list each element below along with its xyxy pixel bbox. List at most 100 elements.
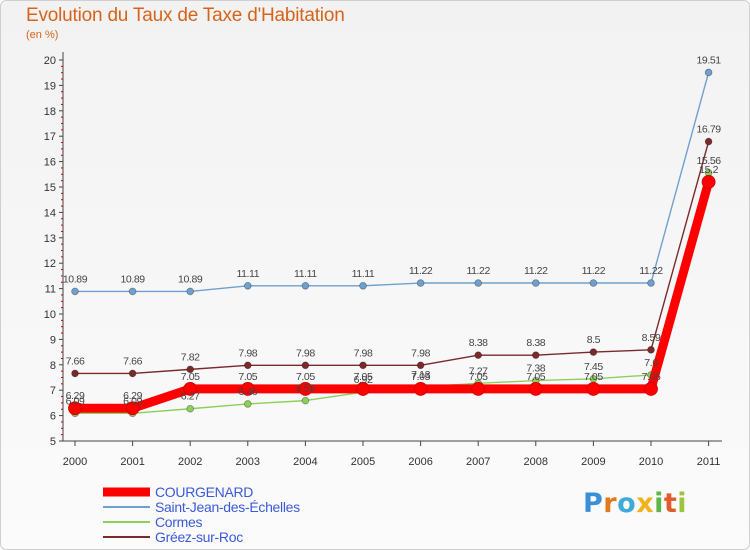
logo-letter: t [663, 488, 678, 519]
data-label: 15.2 [699, 164, 718, 176]
plot-area: 6.29 6.29 7.05 7.05 7.05 7.05 7.05 7.05 7.05 7.05… [63, 54, 722, 418]
data-point [68, 401, 82, 416]
data-label: 7.05 [296, 371, 315, 383]
data-label: 7.6 [644, 357, 658, 369]
y-tick-label: 9 [50, 334, 56, 346]
data-point [647, 346, 655, 354]
y-tick-label: 16 [44, 157, 56, 169]
data-label: 6.29 [123, 390, 142, 402]
data-point [416, 279, 425, 287]
logo-letter: x [636, 488, 655, 519]
data-point [356, 382, 370, 396]
chart-subtitle: (en %) [26, 29, 59, 41]
x-tick-label: 2002 [178, 456, 202, 468]
y-tick-label: 5 [50, 436, 56, 448]
data-label: 7.05 [584, 371, 603, 383]
data-label: 11.11 [236, 268, 259, 280]
data-point [240, 382, 255, 396]
logo-letter: P [583, 488, 604, 519]
y-tick-label: 6 [50, 411, 56, 423]
logo-letter: o [617, 488, 637, 519]
y-tick-label: 20 [44, 55, 56, 67]
chart-title: Evolution du Taux de Taxe d'Habitation [26, 5, 345, 26]
data-label: 15.56 [696, 155, 721, 167]
x-tick-label: 2003 [236, 456, 260, 468]
logo-letter: i [677, 488, 688, 519]
data-label: 7.98 [296, 347, 315, 359]
y-tick-label: 18 [44, 106, 56, 118]
data-label: 11.11 [294, 268, 317, 280]
data-point [528, 382, 543, 396]
data-label: 6.59 [296, 383, 315, 395]
y-tick-label: 11 [45, 284, 56, 296]
x-tick-label: 2004 [293, 456, 317, 468]
data-point [301, 361, 310, 370]
data-label: 11.22 [582, 265, 606, 277]
y-tick-label: 19 [44, 80, 56, 92]
data-point [244, 361, 252, 370]
legend-label: Cormes [155, 514, 203, 530]
data-label: 7.05 [469, 371, 488, 383]
logo-letter: r [603, 488, 618, 519]
data-label: 6.46 [238, 386, 257, 398]
legend-label: Saint-Jean-des-Échelles [155, 499, 300, 515]
y-tick-label: 10 [44, 309, 56, 321]
data-label: 8.59 [642, 332, 661, 344]
data-label: 19.51 [696, 54, 721, 66]
data-label: 6.29 [66, 390, 85, 402]
data-point [589, 348, 598, 356]
data-label: 7.38 [526, 363, 545, 375]
data-point [359, 361, 367, 370]
data-label: 10.89 [178, 273, 203, 285]
data-point [71, 369, 79, 378]
data-label: 7.82 [181, 351, 200, 363]
data-point [244, 400, 252, 408]
data-point [186, 365, 195, 374]
data-label: 8.38 [526, 337, 545, 349]
data-point [704, 68, 713, 77]
data-point [474, 279, 483, 287]
data-label: 11.11 [352, 268, 375, 280]
y-tick-label: 17 [44, 131, 56, 143]
data-point [704, 137, 713, 146]
data-point [701, 175, 716, 189]
data-point [647, 279, 655, 287]
data-label: 7.05 [354, 371, 373, 383]
data-label: 11.22 [409, 265, 433, 277]
data-point [298, 382, 313, 396]
proxiti-logo: Proxiti [583, 488, 687, 519]
series-line [75, 72, 710, 293]
data-label: 6.09 [123, 395, 142, 407]
data-point [183, 382, 198, 396]
data-point [531, 279, 540, 287]
x-tick-label: 2008 [524, 456, 548, 468]
data-point [471, 382, 486, 396]
data-label: 11.22 [639, 265, 663, 277]
data-point [71, 287, 79, 296]
y-tick-label: 12 [44, 258, 56, 270]
data-label: 8.38 [469, 337, 488, 349]
series-line [75, 172, 710, 415]
x-tick-label: 2011 [697, 456, 721, 468]
y-tick-label: 7 [50, 385, 56, 397]
x-tick-label: 2007 [466, 456, 490, 468]
x-tick-label: 2006 [408, 456, 432, 468]
data-label: 6.92 [354, 374, 373, 386]
data-point [359, 282, 367, 290]
data-point [301, 396, 310, 405]
y-tick-label: 8 [50, 360, 56, 372]
data-point [586, 382, 601, 396]
data-label: 7.05 [181, 371, 200, 383]
data-point [186, 404, 195, 413]
data-label: 11.22 [524, 265, 548, 277]
data-label: 7.66 [66, 355, 85, 367]
legend-label: COURGENARD [155, 484, 253, 500]
y-tick-label: 13 [44, 233, 56, 245]
data-label: 10.89 [120, 273, 145, 285]
x-tick-label: 2001 [120, 456, 144, 468]
data-label: 7.05 [238, 371, 257, 383]
data-point [128, 287, 137, 296]
data-label: 16.79 [696, 124, 721, 136]
